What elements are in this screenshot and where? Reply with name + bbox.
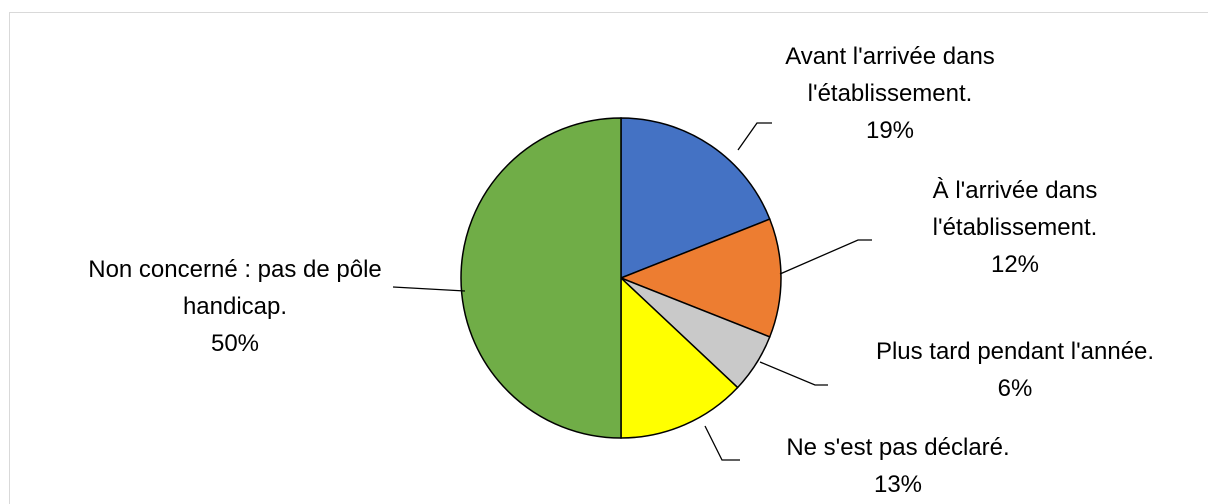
slice-label: Ne s'est pas déclaré. 13% <box>743 429 1053 503</box>
slice-label: Non concerné : pas de pôle handicap. 50% <box>68 251 402 362</box>
category-label: Non concerné : pas de pôle handicap. <box>88 256 382 320</box>
slice-label: Avant l'arrivée dans l'établissement. 19% <box>742 38 1038 149</box>
leader-lines <box>392 122 872 461</box>
pie-slice <box>618 218 782 338</box>
category-label: Avant l'arrivée dans l'établissement. <box>785 43 995 107</box>
value-label: 12% <box>990 251 1040 278</box>
leader-line <box>704 425 740 461</box>
leader-line <box>737 122 772 151</box>
pie-slice <box>460 117 622 439</box>
leader-line <box>392 286 466 292</box>
category-label: À l'arrivée dans l'établissement. <box>932 177 1098 241</box>
category-label: Plus tard pendant l'année. <box>875 338 1155 365</box>
value-label: 13% <box>873 471 923 498</box>
value-label: 6% <box>997 375 1033 402</box>
pie-slice <box>620 117 771 280</box>
value-label: 19% <box>865 117 915 144</box>
slice-label: Plus tard pendant l'année. 6% <box>823 333 1207 407</box>
slice-label: À l'arrivée dans l'établissement. 12% <box>885 172 1145 283</box>
category-label: Ne s'est pas déclaré. <box>786 434 1010 461</box>
leader-line <box>759 361 828 386</box>
value-label: 50% <box>210 330 260 357</box>
leader-line <box>779 239 872 275</box>
pie-slice <box>620 276 739 439</box>
